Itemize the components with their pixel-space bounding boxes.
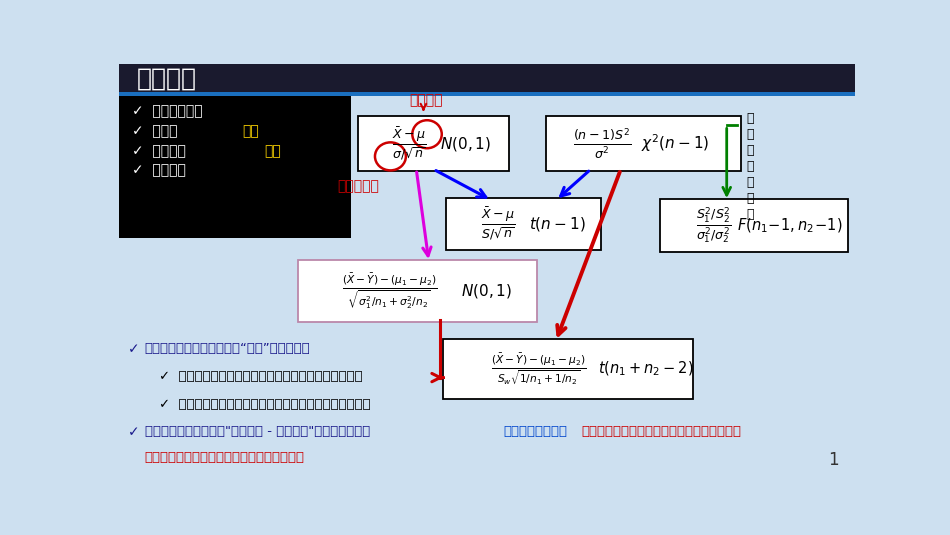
Text: ✓  枢轴量表达式的整体服从已知分布（如标准正态分布）: ✓ 枢轴量表达式的整体服从已知分布（如标准正态分布） (160, 398, 370, 411)
Text: $N(0,1)$: $N(0,1)$ (440, 134, 490, 152)
FancyBboxPatch shape (119, 96, 351, 238)
Text: $t(n-1)$: $t(n-1)$ (529, 215, 586, 233)
Text: $N(0,1)$: $N(0,1)$ (462, 282, 512, 300)
Text: $\frac{\bar{X}-\mu}{\sigma/\sqrt{n}}$: $\frac{\bar{X}-\mu}{\sigma/\sqrt{n}}$ (391, 125, 427, 162)
FancyBboxPatch shape (446, 198, 601, 249)
Text: $\frac{S_1^2/S_2^2}{\sigma_1^2/\sigma_2^2}$: $\frac{S_1^2/S_2^2}{\sigma_1^2/\sigma_2^… (696, 205, 732, 246)
Text: $\chi^2(n-1)$: $\chi^2(n-1)$ (641, 133, 710, 155)
FancyBboxPatch shape (297, 260, 537, 322)
Text: 布分: 布分 (242, 124, 259, 138)
Text: $F(n_1\!-\!1,n_2\!-\!1)$: $F(n_1\!-\!1,n_2\!-\!1)$ (737, 217, 843, 235)
Text: $\frac{(\bar{X}-\bar{Y})-(\mu_1-\mu_2)}{S_w\sqrt{1/n_1+1/n_2}}$: $\frac{(\bar{X}-\bar{Y})-(\mu_1-\mu_2)}{… (491, 351, 586, 387)
Text: $\frac{\bar{X}-\mu}{S/\sqrt{n}}$: $\frac{\bar{X}-\mu}{S/\sqrt{n}}$ (482, 205, 516, 242)
Text: 卡
方
分
布
可
加
性: 卡 方 分 布 可 加 性 (747, 112, 754, 220)
Text: 左侧楤楤面积后，中间夹住的面积的左右边界: 左侧楤楤面积后，中间夹住的面积的左右边界 (144, 452, 305, 464)
Text: $\frac{(\bar{X}-\bar{Y})-(\mu_1-\mu_2)}{\sqrt{\sigma_1^2/n_1+\sigma_2^2/n_2}}$: $\frac{(\bar{X}-\bar{Y})-(\mu_1-\mu_2)}{… (342, 271, 437, 310)
Text: 针对枢轴量所满足的已知分布，在其右侧楤、: 针对枢轴量所满足的已知分布，在其右侧楤、 (581, 425, 741, 438)
Text: $\frac{(n-1)S^2}{\sigma^2}$: $\frac{(n-1)S^2}{\sigma^2}$ (573, 126, 631, 161)
FancyBboxPatch shape (545, 116, 741, 171)
Text: 区间估计最终获得形如"置信区间 - 置信水平"的数据对，其中: 区间估计最终获得形如"置信区间 - 置信水平"的数据对，其中 (144, 425, 370, 438)
FancyBboxPatch shape (358, 116, 509, 171)
FancyBboxPatch shape (119, 92, 855, 96)
Text: ✓  位熹含义: ✓ 位熹含义 (132, 164, 186, 178)
Text: ✓  非对稗分: ✓ 非对稗分 (132, 144, 195, 158)
FancyBboxPatch shape (660, 199, 847, 253)
Text: 布分: 布分 (264, 144, 281, 158)
Text: ✓  葎稗的抜稗分: ✓ 葎稗的抜稗分 (132, 104, 202, 118)
Text: 1: 1 (828, 450, 839, 469)
Text: 总体均值: 总体均值 (409, 94, 443, 108)
Text: 总体标准差: 总体标准差 (337, 180, 379, 194)
FancyBboxPatch shape (119, 64, 855, 93)
Text: ✓: ✓ (127, 425, 140, 439)
Text: 置信区间源自于：: 置信区间源自于： (504, 425, 567, 438)
Text: 区间估计的核心任务：寻找“合适”的枢轴量。: 区间估计的核心任务：寻找“合适”的枢轴量。 (144, 342, 311, 355)
Text: ✓  枢轴量表达式只含有待估计参数，其他参数均为已知: ✓ 枢轴量表达式只含有待估计参数，其他参数均为已知 (160, 370, 363, 383)
Text: ✓  对稗分: ✓ 对稗分 (132, 124, 186, 138)
FancyBboxPatch shape (443, 339, 693, 399)
Text: ✓: ✓ (127, 342, 140, 356)
Text: 知识背景: 知识背景 (137, 67, 198, 90)
Text: $t(n_1+n_2-2)$: $t(n_1+n_2-2)$ (598, 360, 693, 378)
